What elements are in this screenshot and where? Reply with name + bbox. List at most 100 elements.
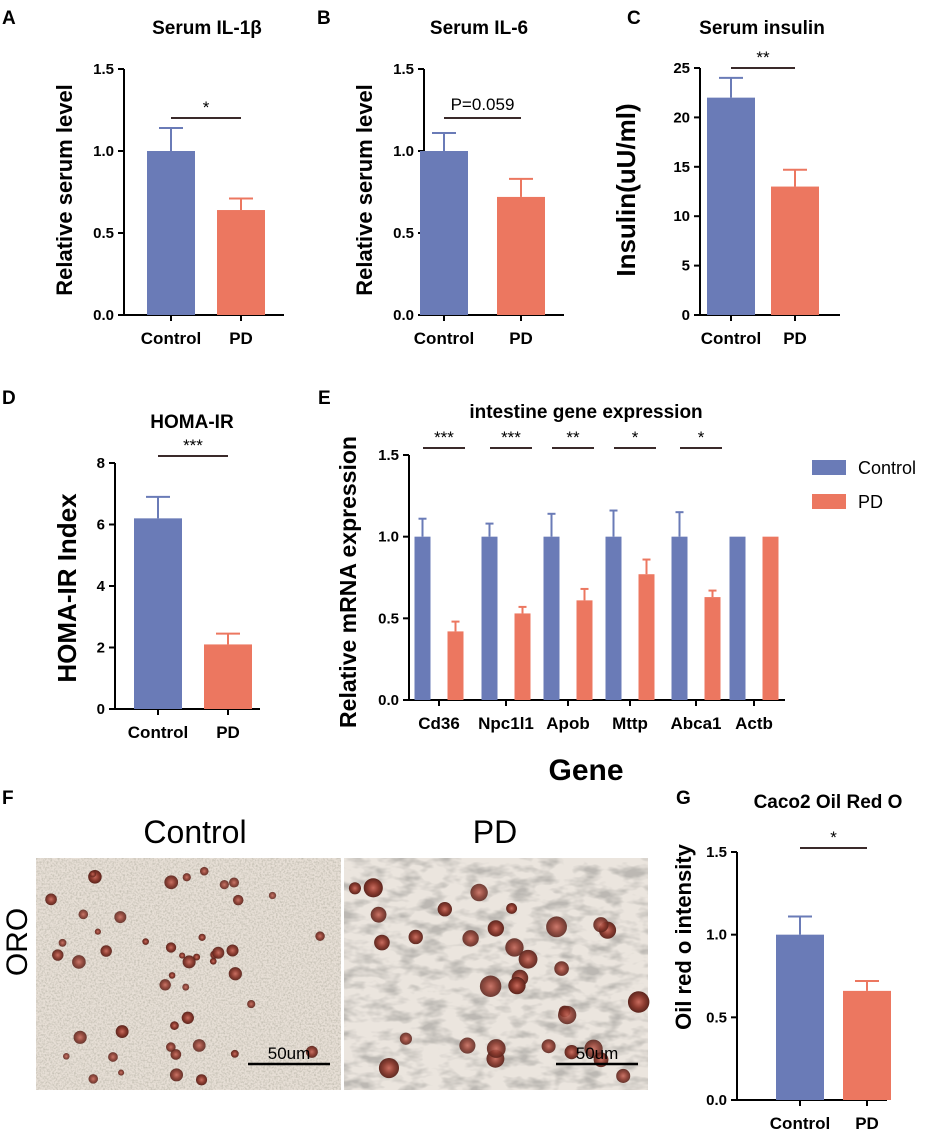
lipid-droplet: [506, 902, 518, 914]
bar: [729, 536, 746, 700]
bar: [134, 518, 182, 709]
panel-c: C Serum insulin Insulin(uU/ml) 0 5 10 15 20 2…: [611, 8, 840, 348]
lipid-droplet: [182, 955, 196, 969]
legend-swatch-control: [812, 460, 846, 475]
lipid-droplet: [437, 902, 452, 917]
lipid-droplet: [192, 1039, 206, 1052]
lipid-droplet: [226, 944, 239, 957]
y-tick-label: 0: [682, 307, 690, 324]
bar: [605, 536, 622, 700]
y-tick-label: 2: [97, 640, 105, 657]
y-tick-label: 25: [673, 60, 690, 77]
lipid-droplet: [100, 945, 112, 957]
lipid-droplet: [73, 1030, 87, 1044]
lipid-droplet: [181, 1011, 194, 1024]
plot-area-a: 0.0 0.5 1.0 1.5 Control PD *: [93, 61, 284, 348]
y-tick-label: 1.0: [378, 529, 399, 546]
lipid-droplet: [564, 1045, 579, 1060]
significance-label: ***: [183, 436, 203, 455]
y-tick-label: 0: [97, 701, 105, 718]
y-tick-label: 1.5: [378, 447, 399, 464]
lipid-droplet: [627, 991, 650, 1013]
lipid-droplet: [198, 933, 206, 941]
bar: [414, 536, 431, 700]
bar: [514, 613, 531, 700]
scale-bar-label-pd: 50um: [576, 1044, 619, 1063]
bar: [776, 934, 824, 1100]
y-tick-label: 0.0: [93, 307, 114, 324]
y-tick-label: 20: [673, 109, 690, 126]
x-axis-label-e: Gene: [548, 754, 623, 787]
row-label-oro: ORO: [1, 908, 34, 976]
y-axis-label-g: Oil red o intensity: [671, 843, 696, 1030]
x-tick-label: Actb: [735, 714, 773, 733]
y-tick-label: 5: [682, 258, 690, 275]
lipid-droplet: [179, 952, 186, 959]
y-axis-label-d: HOMA-IR Index: [52, 493, 82, 683]
lipid-droplet: [557, 1005, 577, 1025]
y-tick-label: 1.5: [706, 844, 727, 861]
lipid-droplet: [118, 1069, 125, 1076]
panel-label-a: A: [2, 8, 16, 29]
lipid-droplet: [52, 949, 64, 961]
y-axis-label-c: Insulin(uU/ml): [611, 103, 641, 276]
lipid-droplet: [229, 877, 239, 888]
x-tick-label: Apob: [546, 714, 589, 733]
significance-label: **: [756, 48, 770, 67]
significance-label: *: [830, 828, 837, 847]
y-tick-label: 0.5: [706, 1009, 727, 1026]
lipid-droplet: [165, 942, 177, 953]
chart-title-e: intestine gene expression: [469, 402, 702, 423]
bar: [671, 536, 688, 700]
lipid-droplet: [78, 909, 89, 920]
lipid-droplet: [459, 1037, 476, 1054]
y-tick-label: 0.0: [706, 1092, 727, 1109]
lipid-droplet: [247, 999, 256, 1009]
bar: [704, 597, 721, 700]
y-tick-label: 0.5: [378, 610, 399, 627]
panel-label-d: D: [2, 388, 16, 409]
lipid-droplet: [470, 883, 488, 902]
lipid-droplet: [169, 1068, 184, 1082]
significance-label: **: [566, 428, 580, 447]
plot-area-d: 0 2 4 6 8 Control PD ***: [97, 436, 260, 742]
legend-e: Control PD: [812, 458, 916, 512]
lipid-droplet: [508, 976, 526, 995]
bar: [481, 536, 498, 700]
lipid-droplet: [546, 916, 567, 938]
scale-bar-label-control: 50um: [268, 1044, 311, 1063]
lipid-droplet: [593, 917, 609, 933]
y-axis-label-e: Relative mRNA expression: [335, 436, 361, 728]
lipid-droplet: [363, 878, 383, 898]
x-tick-label: PD: [229, 329, 253, 348]
lipid-droplet: [228, 967, 242, 981]
y-tick-label: 1.5: [93, 61, 114, 78]
significance-label: *: [203, 98, 210, 117]
x-tick-label: Control: [141, 329, 201, 348]
y-tick-label: 15: [673, 159, 690, 176]
significance-label: P=0.059: [451, 95, 515, 114]
bar: [420, 151, 468, 315]
lipid-droplet: [212, 946, 225, 959]
lipid-droplet: [230, 1049, 239, 1058]
lipid-droplet: [166, 1042, 176, 1052]
micrograph-title-pd: PD: [473, 814, 517, 850]
bar: [217, 210, 265, 315]
micrograph-pd: 50um: [344, 858, 650, 1090]
chart-title-b: Serum IL-6: [430, 18, 528, 39]
lipid-droplet: [164, 875, 179, 890]
y-tick-label: 0.0: [378, 692, 399, 709]
lipid-droplet: [72, 955, 86, 969]
y-tick-label: 1.0: [393, 143, 414, 160]
lipid-droplet: [170, 1049, 182, 1060]
bar: [576, 600, 593, 700]
y-axis-label-a: Relative serum level: [52, 84, 77, 296]
panel-a: A Serum IL-1β Relative serum level 0.00.…: [2, 8, 284, 348]
lipid-droplet: [114, 911, 127, 924]
bar: [204, 644, 252, 709]
lipid-droplet: [541, 1039, 556, 1054]
panel-label-c: C: [627, 8, 641, 29]
bar: [543, 536, 560, 700]
x-tick-label: PD: [216, 723, 240, 742]
